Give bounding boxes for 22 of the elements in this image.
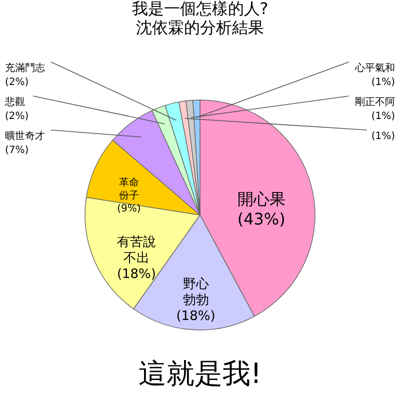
slice-label: 剛正不阿 [355, 97, 395, 108]
chart-subtitle: 沈依霖的分析結果 [136, 18, 264, 37]
slice-label: 充滿鬥志 [5, 62, 45, 74]
data-label: (1%) [371, 77, 396, 88]
data-label: (2%) [5, 77, 29, 88]
data-label: (9%) [117, 203, 141, 214]
slice-label: 開心果 [237, 190, 286, 209]
slice-label: 悲觀 [4, 96, 25, 108]
slice-label: 野心勃勃 [182, 276, 209, 308]
text: 這就是我! [138, 357, 262, 390]
data-label: (7%) [5, 145, 29, 156]
slice-label: 革命份子 [118, 176, 139, 202]
data-label: (2%) [5, 111, 29, 122]
chart-title: 我是一個怎樣的人? [132, 0, 268, 18]
slice-label: 有苦說不出 [116, 234, 156, 266]
data-label: (43%) [237, 210, 286, 229]
slice-label: 曠世奇才 [5, 130, 45, 142]
slice-label: 心平氣和 [354, 62, 395, 74]
data-label: (1%) [371, 111, 396, 122]
data-label: (18%) [116, 266, 156, 282]
data-label: (1%) [371, 131, 396, 142]
data-label: (18%) [176, 308, 216, 324]
